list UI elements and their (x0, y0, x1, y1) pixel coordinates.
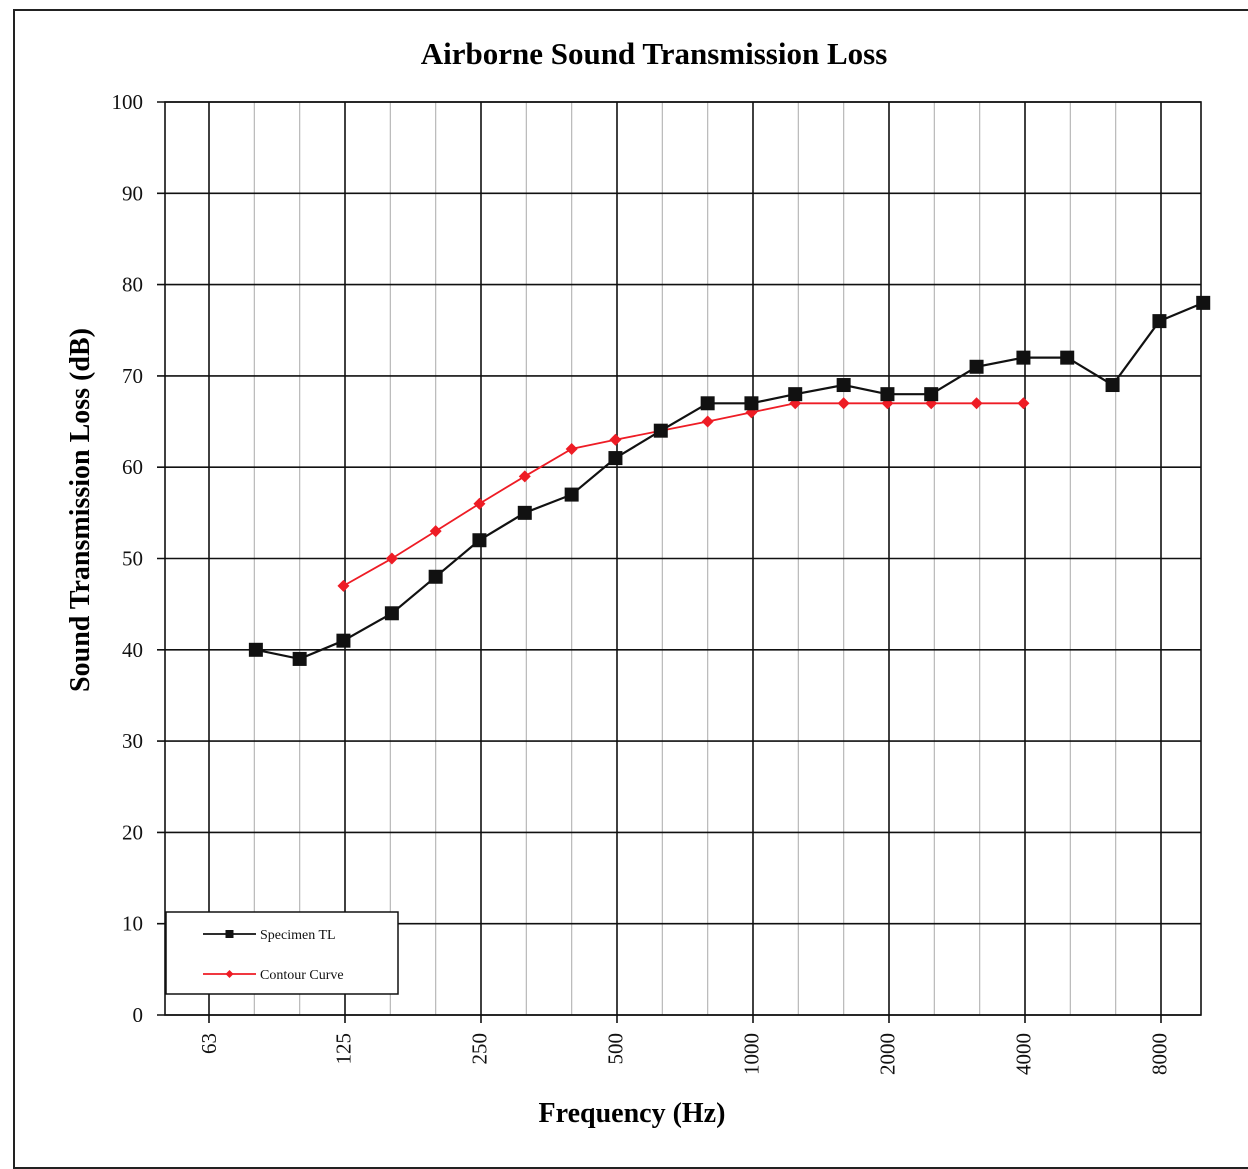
specimen-point (653, 423, 668, 438)
specimen-point (428, 569, 443, 584)
specimen-point (969, 359, 984, 374)
specimen-point (608, 451, 623, 466)
series-layer (248, 295, 1211, 666)
legend-marker (225, 930, 234, 938)
specimen-point (1060, 350, 1075, 365)
specimen-point (384, 606, 399, 621)
legend-box (165, 911, 399, 995)
contour-point (837, 397, 850, 410)
x-tick-label: 125 (331, 1033, 355, 1065)
y-tick-label: 50 (122, 547, 143, 571)
specimen-point (1105, 378, 1120, 393)
contour-point (473, 497, 486, 510)
specimen-point (564, 487, 579, 502)
series-line (255, 301, 1204, 661)
specimen-point (472, 533, 487, 548)
x-tick-labels: 63 125 250 500 1000 2000 4000 8000 (197, 1033, 1171, 1075)
y-tick-label: 30 (122, 729, 143, 753)
series-line (342, 402, 1024, 587)
contour-point (1017, 397, 1030, 410)
x-tick-label: 500 (603, 1033, 627, 1065)
specimen-point (248, 642, 263, 657)
x-tick-label: 8000 (1147, 1033, 1171, 1075)
series-contour-curve (337, 397, 1030, 592)
specimen-point (700, 396, 715, 411)
contour-point (701, 415, 714, 428)
y-tick-label: 20 (122, 820, 143, 844)
legend-item: Contour Curve (203, 968, 344, 983)
y-tick-label: 100 (112, 90, 144, 114)
y-axis-title: Sound Transmission Loss (dB) (65, 328, 96, 692)
specimen-point (1152, 314, 1167, 329)
y-tick-labels: 0 10 20 30 40 50 60 70 80 90 100 (112, 90, 144, 1027)
plot-area-border (164, 101, 1202, 1016)
x-tick-label: 250 (467, 1033, 491, 1065)
contour-point (385, 552, 398, 565)
contour-point (565, 442, 578, 455)
specimen-point (1016, 350, 1031, 365)
specimen-point (788, 387, 803, 402)
y-tick-label: 40 (122, 638, 143, 662)
x-tick-label: 4000 (1011, 1033, 1035, 1075)
legend-label: Contour Curve (260, 968, 344, 983)
specimen-point (292, 651, 307, 666)
x-tick-label: 63 (197, 1033, 221, 1054)
specimen-point (1196, 295, 1211, 310)
specimen-point (880, 387, 895, 402)
x-tick-label: 2000 (875, 1033, 899, 1075)
chart-title: Airborne Sound Transmission Loss (421, 36, 888, 71)
y-tick-label: 10 (122, 912, 143, 936)
grid (157, 101, 1202, 1023)
y-tick-label: 90 (122, 181, 143, 205)
contour-point (609, 433, 622, 446)
specimen-point (336, 633, 351, 648)
y-tick-label: 0 (133, 1003, 144, 1027)
specimen-point (836, 378, 851, 393)
y-tick-label: 70 (122, 364, 143, 388)
contour-point (518, 470, 531, 483)
legend-marker (225, 970, 234, 978)
legend-item: Specimen TL (203, 928, 336, 943)
contour-point (337, 579, 350, 592)
legend: Specimen TL Contour Curve (165, 911, 399, 995)
x-axis-title: Frequency (Hz) (539, 1098, 726, 1129)
y-tick-label: 80 (122, 273, 143, 297)
x-tick-label: 1000 (739, 1033, 763, 1075)
series-specimen-tl (248, 295, 1211, 666)
specimen-point (744, 396, 759, 411)
contour-point (970, 397, 983, 410)
specimen-point (924, 387, 939, 402)
specimen-point (517, 505, 532, 520)
contour-point (429, 525, 442, 538)
legend-label: Specimen TL (260, 928, 336, 943)
y-tick-label: 60 (122, 455, 143, 479)
